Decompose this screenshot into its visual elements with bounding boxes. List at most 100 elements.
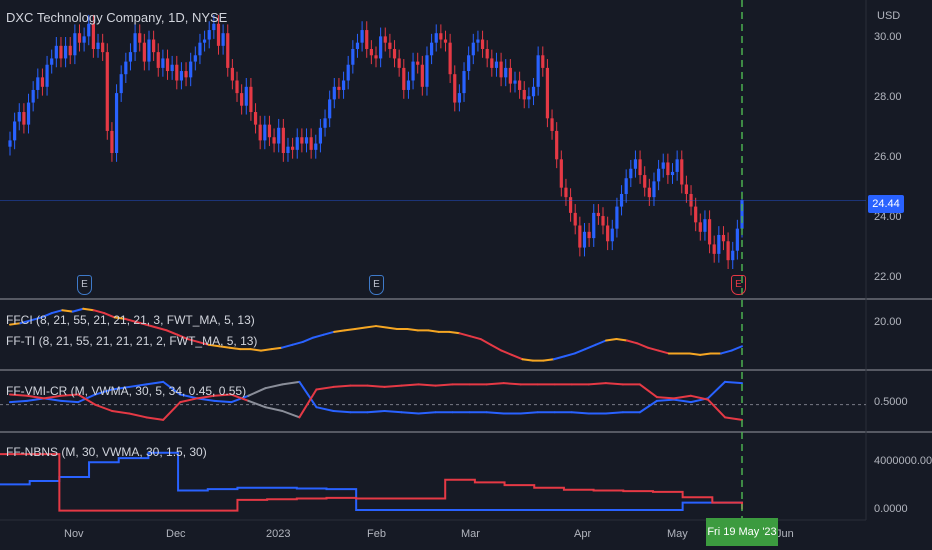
candle-body [68, 45, 72, 56]
vmi-segment [604, 411, 624, 415]
price-tick: 26.00 [874, 151, 902, 163]
candle-body [133, 33, 137, 53]
vmi-segment [179, 397, 199, 404]
candle-body [425, 55, 429, 87]
ffci-segment [207, 343, 221, 348]
vmi-segment [213, 393, 233, 397]
vmi-segment [145, 380, 165, 386]
earnings-marker[interactable]: E [77, 275, 92, 295]
candle-body [96, 42, 100, 49]
candle-body [573, 212, 577, 226]
ffci-segment [186, 338, 200, 343]
candle-body [379, 36, 383, 59]
candle-body [434, 33, 438, 43]
candle-body [735, 228, 739, 251]
candle-body [494, 61, 499, 68]
ffci-segment [510, 353, 524, 361]
candle-body [207, 30, 211, 40]
candle-body [453, 74, 457, 103]
vmi-segment [9, 399, 29, 404]
vmi-segment [638, 383, 658, 399]
vmi-segment [298, 388, 318, 419]
candle-body [124, 61, 128, 75]
candle-body [564, 187, 568, 198]
candle-body [541, 55, 545, 68]
candle-body [184, 71, 188, 78]
candle-body [550, 118, 554, 131]
candle-body [439, 33, 443, 40]
vmi-segment [264, 383, 284, 390]
candle-body [212, 23, 216, 31]
candle-body [253, 112, 258, 125]
candle-body [471, 42, 475, 56]
last-price-badge: 24.44 [868, 195, 904, 213]
candle-body [128, 52, 133, 62]
nbns-tick: 0.0000 [874, 503, 908, 515]
vmi-segment [417, 383, 437, 387]
earnings-marker[interactable]: E [731, 275, 746, 295]
nbns-sell-line [0, 453, 743, 512]
candle-body [694, 206, 698, 223]
candle-body [365, 30, 369, 49]
ffci-segment [301, 336, 315, 343]
candle-body [54, 45, 58, 59]
candle-body [721, 234, 726, 242]
candle-body [26, 102, 31, 125]
candle-body [480, 39, 485, 49]
nbns-lines [0, 451, 743, 512]
chart-title: DXC Technology Company, 1D, NYSE [6, 10, 228, 25]
candle-body [45, 64, 49, 87]
x-tick: Dec [166, 528, 186, 540]
ffci-segment [29, 316, 43, 322]
ffci-segment [103, 312, 116, 319]
ffci-segment [19, 319, 32, 325]
candle-body [114, 93, 119, 153]
candle-body [555, 130, 559, 160]
candle-body [142, 42, 146, 62]
candle-body [31, 89, 35, 103]
candle-body [73, 33, 77, 56]
candle-body [670, 171, 675, 176]
ffci-segment [124, 317, 137, 323]
ffci-segment [50, 309, 64, 315]
candle-body [267, 124, 272, 138]
vmi-segment [281, 380, 301, 386]
vmi-segment [77, 393, 97, 406]
ffci-segment [364, 325, 377, 329]
cursor-date-label: Fri 19 May '23 [706, 518, 778, 546]
candle-body [397, 58, 401, 68]
candle-body [165, 58, 170, 72]
candle-body [170, 64, 174, 72]
candle-body [369, 48, 373, 56]
candle-body [202, 39, 207, 43]
nbns-label: FF-NBNS (M, 30, VWMA, 30, 1.5, 30) [6, 445, 207, 459]
candle-body [601, 216, 605, 226]
candle-body [87, 23, 91, 37]
candle-body [8, 140, 12, 147]
ffci-segment [291, 340, 304, 346]
x-tick: Jun [776, 528, 794, 540]
candle-body [119, 74, 123, 94]
ffci-segment [259, 348, 273, 352]
vmi-segment [689, 394, 709, 401]
ffci-segment [280, 343, 294, 349]
candle-body [291, 146, 295, 150]
ffci-segment [469, 335, 482, 341]
vmi-segment [332, 384, 352, 388]
candle-body [152, 39, 156, 53]
vmi-segment [723, 416, 743, 421]
vmi-label: FF-VMI-CR (M, VWMA, 30, 5, 34, 0.45, 0.5… [6, 384, 247, 398]
candle-body [726, 241, 730, 261]
candle-body [226, 33, 230, 68]
vmi-segment [230, 394, 250, 404]
candle-body [416, 61, 420, 65]
ffci-segment [573, 348, 587, 355]
vmi-segment [145, 416, 165, 421]
candle-body [568, 197, 573, 213]
vmi-segment [485, 382, 505, 386]
vmi-segment [111, 385, 131, 391]
candle-body [740, 200, 744, 229]
candle-body [657, 168, 661, 182]
earnings-marker[interactable]: E [369, 275, 384, 295]
vmi-segment [502, 382, 522, 386]
